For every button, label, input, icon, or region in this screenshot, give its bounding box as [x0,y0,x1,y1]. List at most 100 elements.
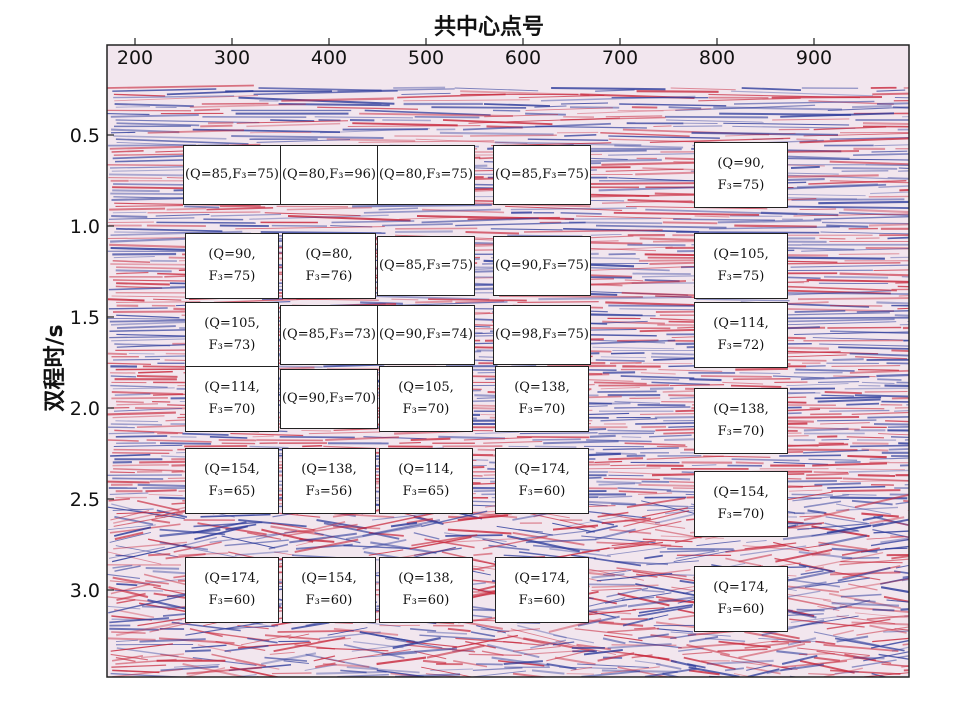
seismic-event [899,168,980,174]
seismic-event [850,445,923,446]
seismic-event [194,110,220,111]
seismic-event [895,407,954,408]
seismic-event [116,584,137,585]
qf-annotation-box: (Q=90,F₃=75) [493,236,591,296]
seismic-event [866,248,964,249]
seismic-event [908,322,979,323]
qf-annotation-box: (Q=85,F₃=73) [280,305,378,365]
seismic-event [597,391,656,392]
seismic-event [111,424,162,425]
seismic-event [610,465,645,466]
seismic-event [382,120,431,121]
qf-annotation-text: F₃=75) [718,266,765,288]
seismic-event [111,376,136,377]
seismic-event [640,238,697,240]
seismic-event [520,433,598,434]
seismic-event [643,363,693,364]
seismic-event [608,430,656,431]
seismic-event [116,402,144,403]
seismic-event [852,443,888,444]
seismic-event [302,446,322,447]
seismic-event [109,308,168,309]
qf-annotation-text: (Q=98,F₃=75) [495,324,589,346]
qf-annotation-text: F₃=73) [209,335,256,357]
qf-annotation-text: (Q=85,F₃=75) [185,164,279,186]
seismic-event [532,439,580,440]
qf-annotation-box: (Q=138,F₃=70) [694,388,788,454]
qf-annotation-text: (Q=90,F₃=75) [495,255,589,277]
seismic-event [565,219,661,220]
qf-annotation-text: (Q=138, [398,568,454,590]
qf-annotation-box: (Q=80,F₃=76) [282,233,376,299]
seismic-event [835,462,861,463]
seismic-event [137,472,162,473]
seismic-event [899,186,980,191]
seismic-event [689,379,721,380]
seismic-event [903,639,951,645]
qf-annotation-text: (Q=174, [514,459,570,481]
qf-annotation-text: (Q=154, [301,568,357,590]
seismic-event [114,450,173,451]
seismic-event [796,139,817,140]
seismic-event [652,354,694,355]
seismic-event [779,455,841,456]
qf-annotation-text: F₃=70) [519,399,566,421]
y-tick-label: 0.5 [70,125,100,147]
qf-annotation-box: (Q=105,F₃=73) [185,302,279,368]
seismic-event [160,443,211,444]
qf-annotation-box: (Q=154,F₃=60) [282,557,376,623]
x-tick-label: 700 [602,47,638,69]
qf-annotation-text: (Q=154, [713,482,769,504]
seismic-event [889,449,918,450]
seismic-event [904,616,973,623]
qf-annotation-box: (Q=154,F₃=70) [694,471,788,537]
seismic-event [786,417,860,418]
qf-annotation-text: F₃=56) [306,481,353,503]
seismic-event [821,395,854,396]
seismic-event [108,482,150,483]
seismic-event [890,494,948,495]
seismic-event [858,475,895,476]
seismic-event [701,376,772,377]
seismic-event [111,398,167,399]
qf-annotation-text: (Q=90, [717,153,764,175]
seismic-event [909,517,976,519]
seismic-event [253,436,274,437]
seismic-event [736,462,764,463]
seismic-event [250,132,311,133]
seismic-event [898,443,930,444]
seismic-event [184,206,219,207]
qf-annotation-box: (Q=174,F₃=60) [185,557,279,623]
qf-annotation-text: (Q=114, [398,459,454,481]
seismic-event [535,446,577,447]
qf-annotation-box: (Q=138,F₃=70) [495,366,589,432]
seismic-event [902,114,980,117]
qf-annotation-text: (Q=105, [204,313,260,335]
seismic-event [185,650,211,651]
seismic-event [415,302,452,303]
seismic-event [909,508,931,513]
seismic-event [663,222,717,223]
seismic-event [908,574,964,586]
seismic-event [872,151,908,152]
seismic-event [116,107,150,108]
seismic-event [645,254,697,255]
qf-annotation-text: (Q=138, [301,459,357,481]
y-tick-label: 3.0 [70,580,100,602]
seismic-event [833,168,898,169]
seismic-event [905,438,970,440]
seismic-event [108,299,145,300]
qf-annotation-text: (Q=114, [204,377,260,399]
seismic-event [146,490,177,491]
seismic-event [137,376,178,377]
qf-annotation-text: F₃=60) [403,590,450,612]
seismic-event [112,453,169,454]
qf-annotation-box: (Q=138,F₃=56) [282,448,376,514]
qf-annotation-text: F₃=70) [718,421,765,443]
seismic-event [113,312,194,313]
seismic-event [847,456,886,457]
seismic-event [734,226,817,227]
x-tick-label: 800 [699,47,735,69]
seismic-event [202,104,269,105]
seismic-event [257,677,329,691]
